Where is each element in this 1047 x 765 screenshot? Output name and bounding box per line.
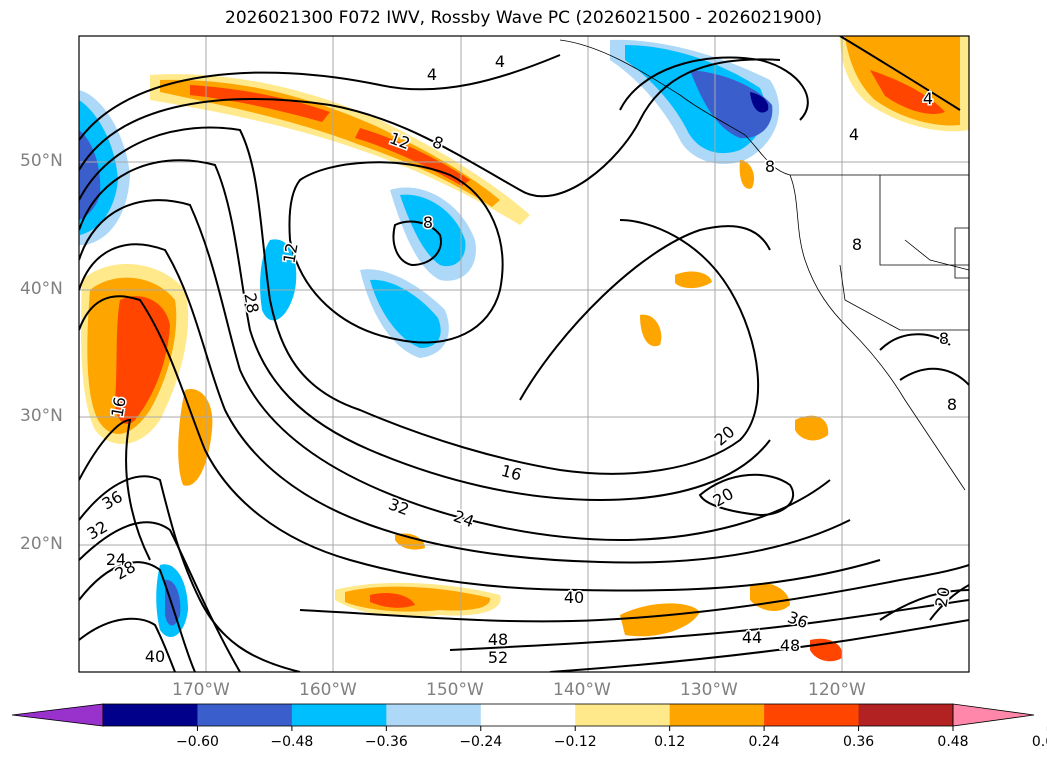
lon-label: 130°W	[680, 680, 738, 700]
ivw-fill-layer	[79, 36, 969, 662]
lon-label: 170°W	[172, 680, 230, 700]
colorbar-segment	[197, 704, 293, 726]
contour-label: 8	[939, 329, 949, 348]
contour-label: 36	[785, 607, 811, 632]
contour-label: 16	[107, 395, 129, 418]
positive-anomaly-band-north	[150, 74, 530, 225]
contour-label: 20	[931, 585, 953, 608]
colorbar-tick-label: −0.60	[175, 734, 219, 750]
colorbar-tick-label: 0.12	[654, 734, 686, 750]
lon-label: 150°W	[426, 680, 484, 700]
lat-label: 50°N	[20, 151, 63, 171]
lon-label: 160°W	[299, 680, 357, 700]
colorbar-segment	[575, 704, 671, 726]
contour-label: 32	[386, 494, 412, 519]
contour-label: 48	[780, 636, 800, 655]
contour-label: 52	[488, 648, 508, 667]
contour-label: 48	[488, 630, 508, 649]
colorbar-border	[102, 703, 954, 727]
contour-label: 8	[765, 157, 775, 176]
colorbar-segment	[103, 704, 198, 726]
colorbar-tick-label: 0.24	[748, 734, 780, 750]
colorbar-segment	[669, 704, 765, 726]
contour-label: 20	[710, 484, 737, 511]
contour-label: 4	[849, 125, 859, 144]
contour-label: 16	[499, 461, 524, 485]
contour-label: 36	[99, 487, 126, 514]
coastlines	[559, 39, 969, 491]
colorbar-extend-low	[11, 703, 104, 727]
colorbar-tick-label: −0.48	[270, 734, 314, 750]
contour-label: 12	[279, 241, 301, 264]
colorbar-segment	[386, 704, 482, 726]
colorbar	[11, 703, 1047, 731]
contour-label: 44	[742, 628, 762, 647]
colorbar-segment	[858, 704, 954, 726]
contour-label: 40	[564, 588, 584, 607]
contour-label: 4	[427, 65, 437, 84]
contour-label: 8	[852, 235, 862, 254]
map-frame	[78, 35, 970, 673]
colorbar-tick-label: 0.60	[1031, 734, 1047, 750]
contour-label: 28	[240, 291, 262, 314]
iwv-contours	[79, 36, 969, 672]
colorbar-tick-label: −0.36	[364, 734, 408, 750]
gridlines	[79, 36, 969, 672]
contour-label: 24	[106, 550, 126, 569]
lat-label: 40°N	[20, 279, 63, 299]
contour-label: 8	[430, 132, 446, 153]
colorbar-segment	[291, 704, 387, 726]
colorbar-tick-label: −0.24	[459, 734, 503, 750]
colorbar-segment	[480, 704, 576, 726]
map-title: 2026021300 F072 IWV, Rossby Wave PC (202…	[225, 8, 822, 28]
lat-label: 20°N	[20, 534, 63, 554]
contour-label: 40	[145, 647, 165, 666]
lon-label: 140°W	[553, 680, 611, 700]
contour-label: 8	[423, 213, 433, 232]
colorbar-segment	[764, 704, 860, 726]
contour-label: 32	[84, 517, 111, 544]
contour-labels: 4444888888121216162020202424282832323636…	[82, 51, 958, 669]
contour-label: 8	[947, 395, 957, 414]
colorbar-extend-high	[952, 703, 1035, 727]
colorbar-tick-label: −0.12	[553, 734, 597, 750]
colorbar-tick-label: 0.36	[842, 734, 875, 750]
contour-label: 24	[451, 506, 477, 531]
colorbar-tick-label: 0.48	[937, 734, 969, 750]
contour-label: 4	[923, 89, 933, 108]
lat-label: 30°N	[20, 406, 63, 426]
lon-label: 120°W	[808, 680, 866, 700]
contour-label: 4	[495, 52, 505, 71]
